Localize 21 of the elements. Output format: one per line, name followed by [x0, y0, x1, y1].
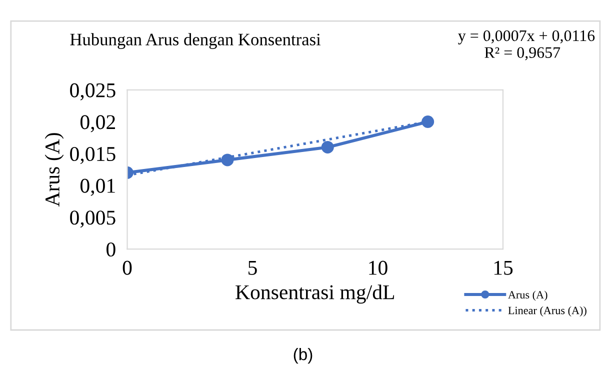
y-axis-title: Arus (A) — [44, 133, 64, 207]
x-axis-title: Konsentrasi mg/dL — [236, 284, 394, 304]
point — [422, 116, 434, 128]
x-tick-label: 15 — [494, 260, 513, 275]
y-tick-label: 0,025 — [70, 83, 116, 100]
chart-title: Hubungan Arus dengan Konsentrasi — [70, 33, 321, 49]
x-tick-label: 0 — [122, 260, 132, 275]
y-tick-label: 0,005 — [70, 210, 116, 228]
text: (b) — [294, 348, 312, 364]
x-tick-label: 5 — [248, 260, 257, 275]
y-tick-label: 0 — [106, 242, 116, 256]
x-tick-label: 10 — [369, 260, 388, 275]
legend-label: Arus (A) — [508, 290, 548, 301]
point — [221, 154, 234, 166]
text: y = 0,0007x + 0,0116 — [458, 30, 595, 44]
y-tick-label: 0,02 — [80, 115, 115, 132]
y-tick-label: 0,015 — [70, 146, 116, 164]
legend-label: Linear (Arus (A)) — [508, 306, 586, 316]
text: R² = 0,9657 — [484, 47, 560, 60]
y-tick-label: 0,01 — [80, 178, 115, 196]
point — [321, 140, 334, 154]
